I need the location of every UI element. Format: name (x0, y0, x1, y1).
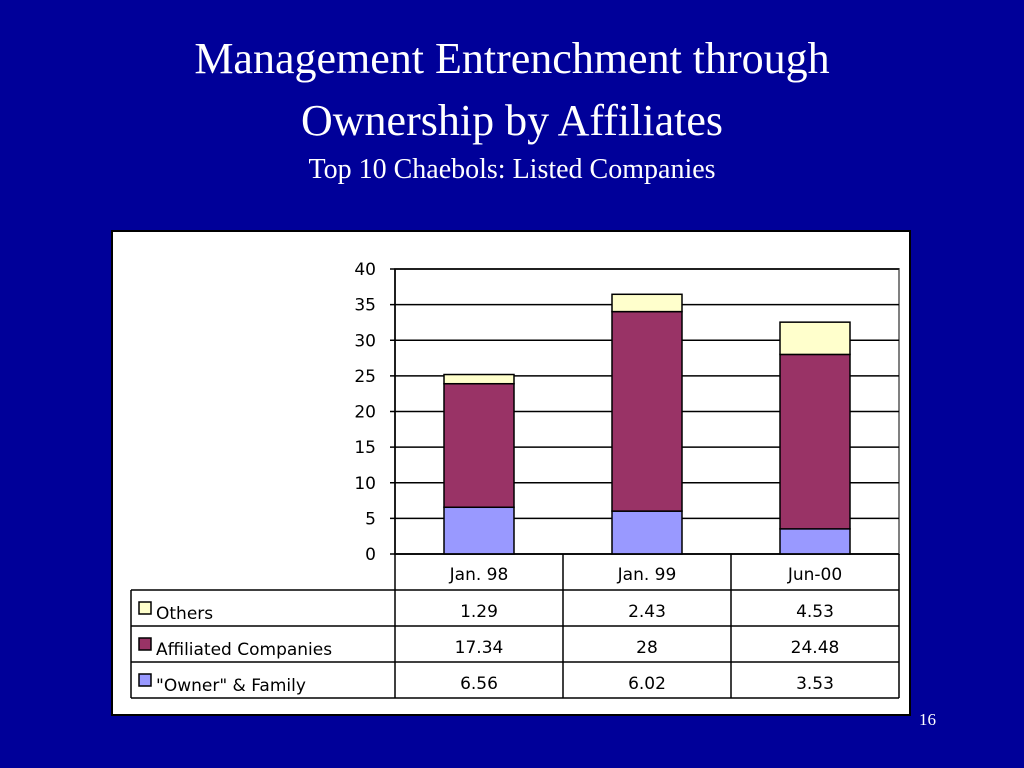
bar-segment (443, 506, 515, 555)
y-tick-label: 5 (365, 509, 376, 529)
page-number: 16 (919, 710, 936, 729)
x-category-label: Jan. 98 (449, 565, 509, 585)
y-tick-label: 25 (354, 367, 376, 387)
y-tick-label: 35 (354, 296, 376, 316)
data-table-value: 3.53 (796, 674, 834, 694)
y-tick-label: 40 (354, 260, 376, 280)
data-table-value: 28 (636, 638, 658, 658)
legend-swatch (138, 673, 152, 687)
y-tick-label: 15 (354, 438, 376, 458)
data-table-value: 4.53 (796, 602, 834, 622)
x-category-label: Jun-00 (787, 565, 842, 585)
chart-panel: 0 5 10 15 20 25 30 35 40 Jan. 98 Jan. 99 Jun-00 Othe… (111, 230, 911, 716)
bar-segment (443, 382, 515, 509)
y-tick-label: 0 (365, 545, 376, 565)
data-table-value: 2.43 (628, 602, 666, 622)
data-table-value: 24.48 (791, 638, 840, 658)
slide-subtitle: Top 10 Chaebols: Listed Companies (308, 154, 716, 185)
y-tick-label: 20 (354, 403, 376, 423)
data-table-value: 1.29 (460, 602, 498, 622)
bar-segment (611, 293, 683, 313)
bar-segment (611, 510, 683, 555)
bar-segment (779, 353, 851, 530)
data-table-value: 17.34 (455, 638, 504, 658)
data-table-value: 6.02 (628, 674, 666, 694)
y-tick-label: 10 (354, 474, 376, 494)
bar-segment (779, 321, 851, 356)
legend-label: Others (156, 604, 213, 624)
legend-label: Affiliated Companies (156, 640, 332, 660)
data-table-value: 6.56 (460, 674, 498, 694)
legend-swatch (138, 601, 152, 615)
bar-segment (443, 373, 515, 385)
x-category-label: Jan. 99 (617, 565, 677, 585)
y-tick-label: 30 (354, 331, 376, 351)
slide-title-line-1: Management Entrenchment through (194, 34, 830, 83)
legend-swatch (138, 637, 152, 651)
stacked-bar-chart: 0 5 10 15 20 25 30 35 40 Jan. 98 Jan. 99 Jun-00 Othe… (130, 260, 900, 699)
bar-segment (611, 310, 683, 512)
bar-segment (779, 528, 851, 555)
slide-title-line-2: Ownership by Affiliates (300, 96, 724, 145)
legend-label: "Owner" & Family (156, 676, 306, 696)
